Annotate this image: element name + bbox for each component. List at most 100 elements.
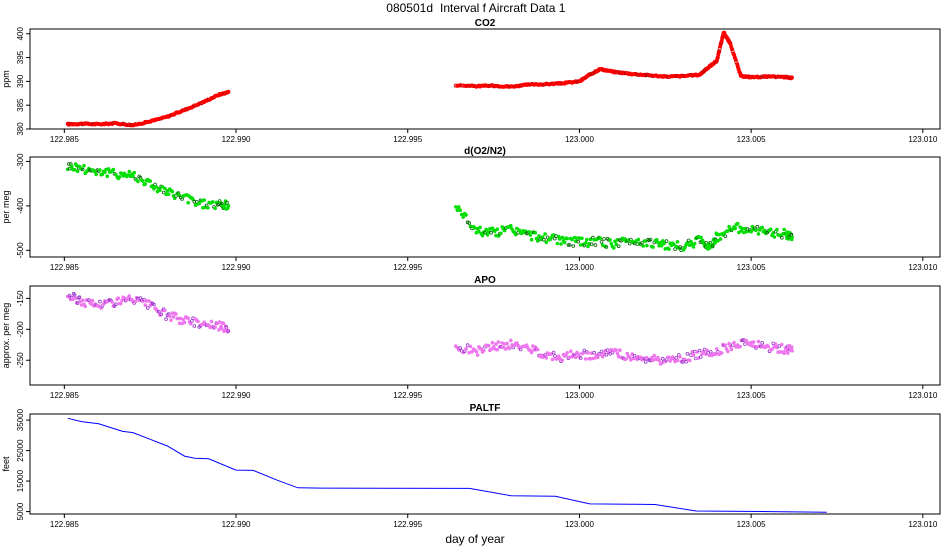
data-point [777,344,782,348]
data-point [110,300,114,304]
data-point [73,296,78,300]
plot-frame [29,285,941,386]
data-point [727,224,731,229]
data-point [740,338,745,343]
data-point [484,227,489,232]
data-point [725,229,730,233]
data-point [75,169,80,174]
data-point [722,231,726,235]
data-point [456,205,461,209]
data-point [72,168,77,172]
data-point [543,232,547,236]
data-point [148,179,153,183]
data-point [495,227,500,232]
data-point [614,242,618,247]
data-point [735,221,740,226]
data-point [141,179,145,183]
data-point [96,304,101,308]
x-tick-label: 123.010 [908,135,937,144]
data-point [656,355,660,360]
data-point [725,349,730,354]
data-point [779,342,784,347]
data-point [101,302,106,306]
data-point [624,357,628,361]
plot-frame [29,413,941,515]
data-point [489,230,493,235]
data-point [786,351,790,355]
x-tick-label: 122.985 [50,135,79,144]
data-point [157,309,161,314]
data-point [593,243,598,247]
data-point [733,226,737,231]
data-point [508,223,513,228]
data-point [592,350,596,355]
data-point [565,236,569,241]
y-axis-label: ppm [1,70,11,88]
data-point [225,200,229,205]
y-tick-label: 25000 [16,439,25,462]
y-axis-label: per meg [1,190,11,223]
data-point [90,298,95,303]
data-point [756,232,761,236]
x-tick-label: 122.990 [222,520,251,529]
x-tick-label: 122.985 [50,520,79,529]
data-point [770,347,774,352]
data-point [106,167,111,171]
data-point [604,245,609,249]
data-point [210,200,215,204]
data-point [197,201,202,206]
data-point [719,351,724,355]
y-tick-label: 5000 [16,502,25,520]
data-point [568,349,573,354]
data-point [557,237,562,241]
data-point [685,351,690,356]
x-tick-label: 123.000 [565,135,594,144]
y-axis-label: feet [1,456,11,472]
data-point [508,338,513,343]
data-point [687,358,692,363]
data-point [659,243,664,248]
data-point [586,350,590,355]
data-point [544,356,549,360]
data-point [615,351,620,356]
data-point [790,76,794,80]
data-point [136,179,140,184]
data-point [543,353,547,357]
data-point [105,174,110,179]
data-point [154,185,159,189]
data-point [732,340,736,345]
data-point [582,348,587,353]
data-point [549,352,553,356]
y-tick-label: -400 [16,197,25,214]
data-point [565,350,569,355]
data-point [595,355,600,360]
figure-title: Interval f Aircraft Data 1 [440,1,566,15]
data-point [602,237,606,241]
data-point [209,319,214,324]
data-point [186,200,191,205]
data-point [83,304,87,309]
data-point [643,360,648,364]
data-point [74,163,79,168]
data-point [474,349,479,354]
figure-title-id: 080501d [386,1,433,15]
data-point [479,347,484,351]
data-point [754,228,758,233]
y-tick-label: -200 [16,321,25,338]
data-point [689,239,693,244]
data-point [483,231,487,235]
data-point [598,236,603,241]
data-point [67,293,72,298]
data-point [186,316,191,321]
data-point [82,163,86,168]
data-point [598,352,603,357]
data-point [131,174,135,179]
data-point [695,350,699,354]
x-tick-label: 122.995 [393,135,422,144]
data-point [461,215,466,219]
data-point [165,189,170,193]
data-point [528,233,533,237]
panel-title: d(O2/N2) [464,146,506,157]
y-tick-label: 390 [16,74,25,88]
